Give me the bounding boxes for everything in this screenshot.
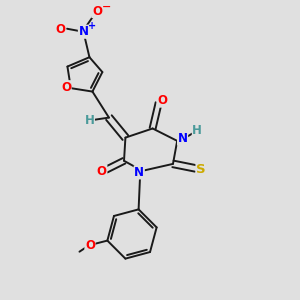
Text: O: O xyxy=(85,239,95,253)
Text: S: S xyxy=(196,163,206,176)
Text: O: O xyxy=(61,81,71,94)
Text: N: N xyxy=(134,166,144,179)
Text: O: O xyxy=(97,165,107,178)
Text: O: O xyxy=(56,23,66,36)
Text: O: O xyxy=(92,4,102,17)
Text: N: N xyxy=(178,132,188,145)
Text: O: O xyxy=(157,94,167,107)
Text: N: N xyxy=(78,25,88,38)
Text: −: − xyxy=(102,2,112,12)
Text: H: H xyxy=(192,124,202,137)
Text: +: + xyxy=(88,21,96,31)
Text: H: H xyxy=(85,114,94,127)
